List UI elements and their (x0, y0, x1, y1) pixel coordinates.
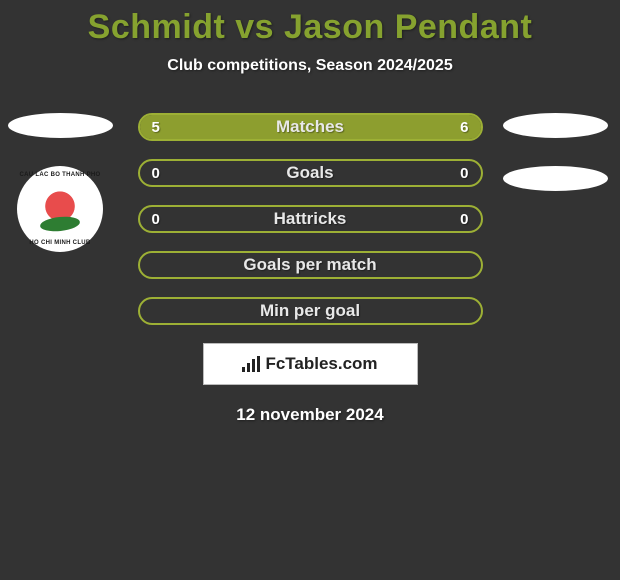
stat-row-hattricks: 0 Hattricks 0 (138, 205, 483, 233)
date-text: 12 november 2024 (0, 405, 620, 425)
stat-value-right: 0 (460, 161, 468, 185)
left-column: CAU LAC BO THANH PHO HO CHI MINH CLUB (5, 113, 115, 252)
player-right-badge (503, 113, 608, 138)
player-left-badge (8, 113, 113, 138)
club-right-badge (503, 166, 608, 191)
stat-label: Hattricks (140, 207, 481, 231)
stat-label: Min per goal (140, 299, 481, 323)
watermark: FcTables.com (203, 343, 418, 385)
comparison-area: CAU LAC BO THANH PHO HO CHI MINH CLUB 5 … (0, 113, 620, 325)
watermark-text: FcTables.com (242, 354, 377, 374)
stat-row-goals: 0 Goals 0 (138, 159, 483, 187)
stat-value-right: 0 (460, 207, 468, 231)
watermark-label: FcTables.com (265, 354, 377, 374)
stat-label: Goals per match (140, 253, 481, 277)
club-left-logo-icon (32, 181, 88, 237)
stat-label: Goals (140, 161, 481, 185)
page-title: Schmidt vs Jason Pendant (0, 0, 620, 47)
bars-icon (242, 356, 260, 372)
subtitle: Club competitions, Season 2024/2025 (0, 57, 620, 75)
stat-row-min-per-goal: Min per goal (138, 297, 483, 325)
stat-row-matches: 5 Matches 6 (138, 113, 483, 141)
stat-label: Matches (140, 115, 481, 139)
club-left-name-bottom: HO CHI MINH CLUB (17, 240, 103, 246)
stat-value-right: 6 (460, 115, 468, 139)
stat-row-goals-per-match: Goals per match (138, 251, 483, 279)
stats-column: 5 Matches 6 0 Goals 0 0 Hattricks 0 Goal… (138, 113, 483, 325)
right-column (500, 113, 610, 219)
club-left-badge: CAU LAC BO THANH PHO HO CHI MINH CLUB (17, 166, 103, 252)
club-left-name-top: CAU LAC BO THANH PHO (17, 172, 103, 178)
